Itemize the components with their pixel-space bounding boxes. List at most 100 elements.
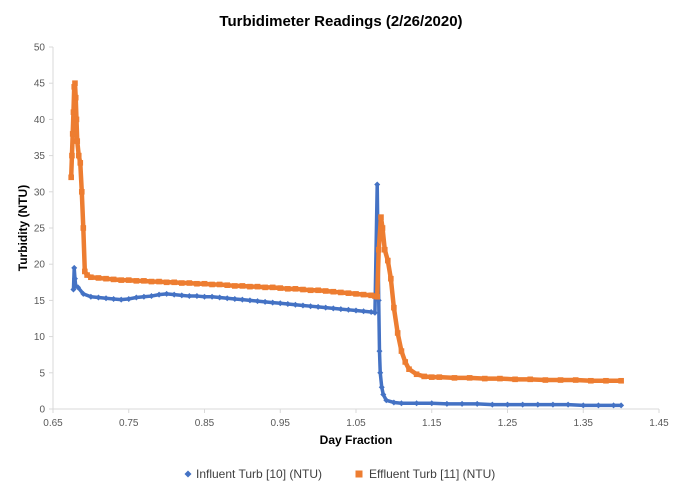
data-point xyxy=(224,295,231,302)
data-point xyxy=(391,304,397,311)
data-point xyxy=(254,283,261,290)
data-point xyxy=(371,309,378,316)
data-point xyxy=(497,375,503,382)
y-axis-title: Turbidity (NTU) xyxy=(16,185,30,271)
data-point xyxy=(618,402,625,409)
data-point xyxy=(459,400,466,407)
data-point xyxy=(549,401,556,408)
data-point xyxy=(209,293,216,300)
data-point xyxy=(254,298,261,305)
legend-marker-influent xyxy=(184,470,192,478)
x-tick-label: 1.45 xyxy=(649,418,669,429)
y-tick-label: 15 xyxy=(34,296,46,307)
data-point xyxy=(353,291,359,297)
data-point xyxy=(603,377,609,384)
data-point xyxy=(300,286,306,293)
plot-area xyxy=(52,47,659,410)
data-point xyxy=(398,348,405,354)
data-point xyxy=(216,294,223,301)
data-point xyxy=(413,371,420,378)
data-point xyxy=(178,292,185,299)
data-point xyxy=(345,306,352,313)
y-tick-label: 30 xyxy=(34,187,46,198)
data-point xyxy=(512,376,518,383)
data-point xyxy=(421,373,427,380)
data-point xyxy=(224,282,231,288)
data-point xyxy=(88,274,94,281)
data-point xyxy=(307,287,314,294)
data-point xyxy=(388,275,394,282)
data-point xyxy=(565,401,572,408)
series-layer xyxy=(68,80,625,409)
series-band-1 xyxy=(68,80,622,384)
data-point xyxy=(95,294,102,301)
data-point xyxy=(103,295,110,302)
data-point xyxy=(186,293,193,300)
data-point xyxy=(379,225,386,231)
data-point xyxy=(77,160,84,166)
data-point xyxy=(209,281,215,288)
data-point xyxy=(262,284,268,291)
data-point xyxy=(557,377,564,383)
data-point xyxy=(103,275,109,282)
data-point xyxy=(519,401,526,408)
data-point xyxy=(406,366,412,372)
data-point xyxy=(277,285,284,291)
data-point xyxy=(80,290,87,297)
data-point xyxy=(315,287,321,294)
data-point xyxy=(292,286,299,292)
data-point xyxy=(239,296,246,303)
data-point xyxy=(618,377,624,384)
data-point xyxy=(73,116,80,123)
data-point xyxy=(383,397,390,404)
data-point xyxy=(87,293,94,300)
data-point xyxy=(588,377,594,384)
data-point xyxy=(376,348,383,355)
data-point xyxy=(374,293,381,300)
data-point xyxy=(353,307,359,314)
data-point xyxy=(504,401,511,408)
chart-title: Turbidimeter Readings (2/26/2020) xyxy=(219,13,462,30)
data-point xyxy=(74,284,81,291)
y-tick-label: 10 xyxy=(34,332,46,343)
data-point xyxy=(284,301,291,308)
series-0 xyxy=(70,181,625,409)
data-point xyxy=(163,279,170,286)
y-tick-label: 5 xyxy=(39,368,45,379)
data-point xyxy=(171,279,177,286)
data-point xyxy=(141,278,147,284)
data-point xyxy=(193,293,200,300)
data-point xyxy=(95,275,102,281)
data-point xyxy=(277,300,284,307)
x-tick-label: 0.75 xyxy=(119,418,139,429)
data-point xyxy=(110,295,117,302)
data-point xyxy=(385,257,391,264)
data-point xyxy=(368,308,375,315)
data-point xyxy=(71,275,78,282)
data-point xyxy=(398,400,405,407)
data-point xyxy=(125,277,132,283)
data-point xyxy=(125,295,132,302)
data-point xyxy=(84,272,90,278)
data-point xyxy=(315,303,322,310)
data-point xyxy=(262,298,269,305)
data-point xyxy=(322,304,329,311)
x-tick-label: 0.65 xyxy=(43,418,63,429)
data-point xyxy=(232,283,238,289)
y-tick-label: 40 xyxy=(34,115,46,126)
data-point xyxy=(338,289,344,296)
series-band-0 xyxy=(71,182,622,408)
data-point xyxy=(247,283,253,290)
data-point xyxy=(194,280,200,287)
data-point xyxy=(580,402,587,409)
x-tick-label: 0.95 xyxy=(271,418,291,429)
data-point xyxy=(72,94,79,101)
y-tick-label: 45 xyxy=(34,79,46,90)
data-point xyxy=(110,276,117,283)
data-point xyxy=(307,303,314,310)
data-point xyxy=(330,305,337,312)
y-tick-label: 35 xyxy=(34,151,46,162)
data-point xyxy=(148,293,155,300)
data-point xyxy=(436,374,443,380)
